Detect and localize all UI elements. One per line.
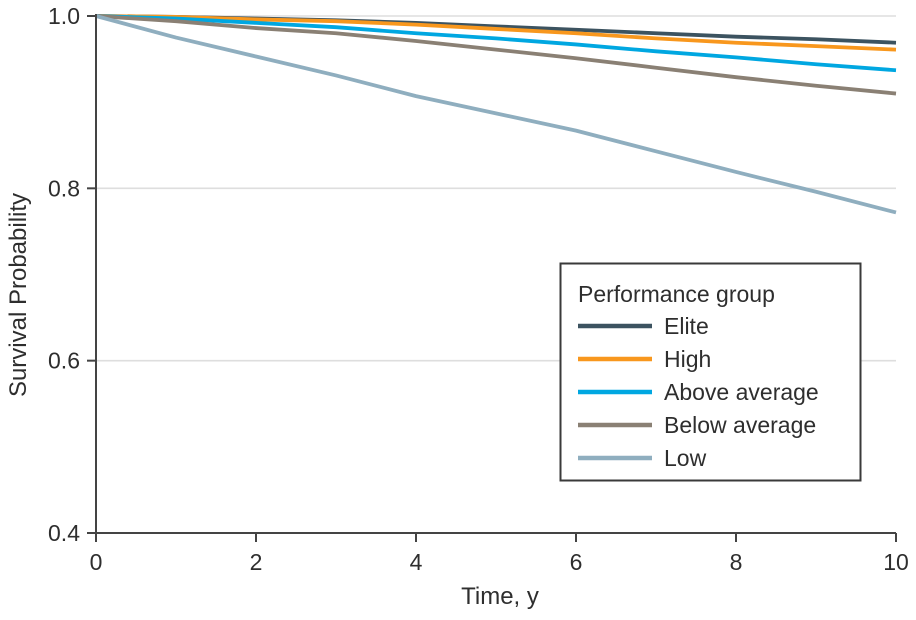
y-tick-label: 0.4 bbox=[48, 520, 80, 546]
series-line-high bbox=[95, 14, 897, 52]
x-tick-label: 4 bbox=[410, 549, 423, 575]
legend-items: Elite High Above average Below average Low bbox=[578, 313, 819, 471]
legend-label-high: High bbox=[664, 346, 711, 372]
legend-label-above-average: Above average bbox=[664, 379, 819, 405]
x-tick-label: 10 bbox=[883, 549, 909, 575]
legend-label-low: Low bbox=[664, 445, 707, 471]
series-lines bbox=[95, 14, 897, 215]
legend-label-elite: Elite bbox=[664, 313, 709, 339]
y-tick-label: 0.8 bbox=[48, 175, 80, 201]
axes bbox=[87, 14, 897, 542]
y-tick-label: 0.6 bbox=[48, 348, 80, 374]
series-line-above-average bbox=[95, 14, 897, 73]
series-line-low bbox=[95, 14, 897, 215]
series-line-below-average bbox=[95, 14, 897, 96]
legend-box bbox=[559, 262, 862, 482]
x-tick-label: 0 bbox=[90, 549, 103, 575]
x-tick-label: 6 bbox=[570, 549, 583, 575]
legend: Performance group Elite High Above average… bbox=[559, 262, 862, 482]
y-axis-title: Survival Probability bbox=[5, 193, 32, 397]
x-axis-title: Time, y bbox=[461, 583, 539, 610]
y-tick-label: 1.0 bbox=[48, 3, 80, 29]
x-tick-label: 8 bbox=[730, 549, 743, 575]
tick-labels: 1.0 0.8 0.6 0.4 0 2 4 6 8 10 bbox=[48, 3, 909, 575]
legend-title: Performance group bbox=[578, 281, 775, 307]
x-tick-label: 2 bbox=[250, 549, 263, 575]
legend-label-below-average: Below average bbox=[664, 412, 816, 438]
